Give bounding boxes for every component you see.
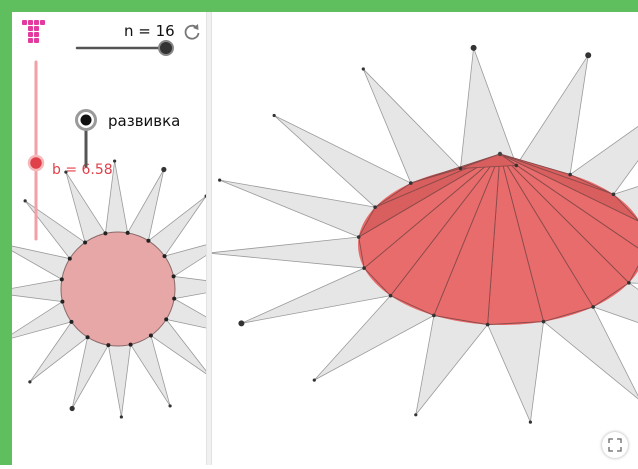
base-vertex-point [409,181,413,185]
n-slider[interactable] [74,40,174,60]
ray-tip-point [23,199,27,203]
base-vertex-point [514,163,519,168]
base-vertex-point [83,240,88,245]
unfolded-ray [542,306,638,400]
star-ray [0,278,63,303]
fullscreen-icon [608,438,622,452]
unfolded-ray [212,236,365,269]
razvivka-label: развивка [108,112,181,130]
ray-tip-point [113,159,117,163]
unfolded-ray [241,267,392,324]
base-vertex-point [85,335,90,340]
ray-tip-point [119,415,123,419]
top-border [0,0,638,12]
ray-tip-point [218,178,222,182]
b-slider-label: b = 6.58 [52,162,113,178]
base-vertex-point [432,313,436,318]
unfolded-ray [515,54,589,175]
star-ray [127,169,165,242]
ray-tip-point [312,378,316,382]
base-vertex-point [60,299,65,304]
ray-tip-point [28,380,32,384]
ray-tip-point [528,420,532,424]
base-vertex-point [146,238,151,243]
razvivka-toggle[interactable] [74,108,98,170]
star-ray [0,243,71,280]
n-slider-handle[interactable] [158,40,174,56]
ray-tip-point [272,113,276,118]
geogebra-logo-icon [22,20,45,43]
ray-tip-point [361,67,365,71]
left-border [0,12,12,465]
base-vertex-point [458,166,463,171]
ray-tip-point [161,166,167,173]
fullscreen-button[interactable] [602,432,628,458]
ray-tip-point [64,170,68,174]
base-vertex-point [162,254,167,259]
star-ray [107,344,132,418]
star-ray [130,334,171,407]
ray-tip-point [238,320,245,327]
base-vertex-point [128,342,133,347]
base-vertex-point [148,333,153,338]
base-circle [60,231,176,347]
graphics-view-2d[interactable]: n = 16 b = 6.58 развивка [0,12,248,465]
unfolded-ray [460,47,517,169]
base-vertex-point [362,266,366,270]
base-vertex-point [172,296,177,301]
star-figure-2d [0,159,248,419]
ray-tip-point [470,44,477,51]
view-divider[interactable] [206,12,212,465]
base-vertex-point [125,230,130,235]
base-vertex-point [103,231,108,236]
star-ray [173,275,247,300]
cone-face [460,153,518,169]
base-vertex-point [106,343,111,348]
base-vertex-point [69,319,74,324]
ray-tip-point [414,413,418,417]
cone-apex-point [497,151,503,157]
refresh-icon[interactable] [182,22,202,42]
base-vertex-point [611,192,616,197]
unfolded-ray [362,68,462,184]
base-vertex-point [356,235,361,239]
toggle-handle[interactable] [80,114,92,126]
base-vertex-point [388,293,393,298]
b-slider-handle[interactable] [27,154,45,172]
base-vertex-point [164,317,169,322]
ray-tip-point [585,52,592,59]
base-vertex-point [541,319,546,324]
base-vertex-point [373,205,377,209]
base-vertex-point [67,256,72,261]
ray-tip-point [69,405,75,412]
cone-figure-3d [212,44,638,424]
base-vertex-point [171,274,176,279]
base-vertex-point [568,172,572,177]
graphics-view-3d[interactable] [212,12,638,465]
ray-tip-point [168,404,172,408]
n-slider-label: n = 16 [124,22,175,40]
base-vertex-point [485,322,490,327]
unfolded-ray [487,321,545,424]
base-vertex-point [627,281,631,285]
b-slider[interactable] [26,57,46,247]
star-ray [65,171,106,244]
app-window: n = 16 b = 6.58 развивка [0,12,638,465]
star-ray [71,336,109,409]
unfolded-ray [415,315,489,416]
unfolded-ray [219,179,376,238]
base-vertex-point [591,305,595,309]
base-vertex-point [59,277,64,282]
